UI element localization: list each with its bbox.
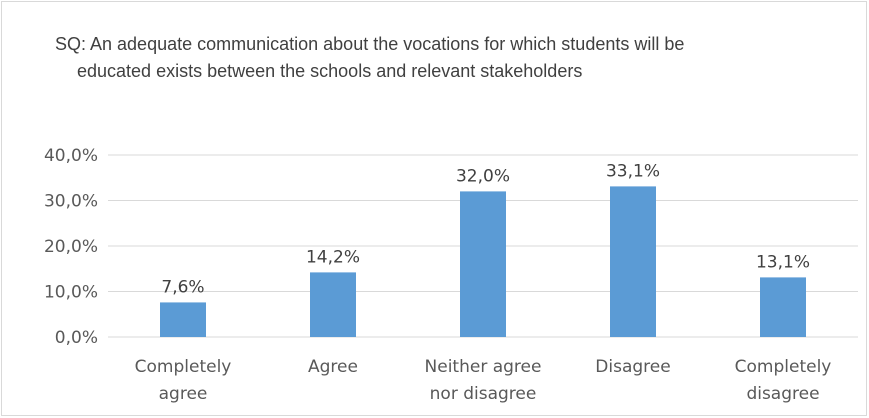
- data-label: 32,0%: [456, 166, 510, 186]
- x-tick-label: disagree: [746, 384, 819, 404]
- bar: [460, 191, 506, 337]
- data-label: 13,1%: [756, 252, 810, 272]
- x-tick-label: nor disagree: [430, 384, 537, 404]
- chart-title: SQ: An adequate communication about the …: [55, 34, 685, 81]
- data-label: 14,2%: [306, 247, 360, 267]
- x-tick-label: Neither agree: [425, 357, 542, 377]
- y-tick-label: 30,0%: [44, 192, 98, 212]
- y-tick-label: 10,0%: [44, 283, 98, 303]
- data-label: 7,6%: [161, 277, 204, 297]
- x-tick-label: Completely: [135, 357, 232, 377]
- bar: [310, 272, 356, 337]
- data-label: 33,1%: [606, 161, 660, 181]
- y-tick-label: 20,0%: [44, 237, 98, 257]
- x-tick-label: Agree: [308, 357, 358, 377]
- x-tick-label: Completely: [735, 357, 832, 377]
- y-tick-label: 0,0%: [55, 328, 98, 348]
- bar: [760, 277, 806, 337]
- x-tick-label: agree: [159, 384, 208, 404]
- bar: [160, 302, 206, 337]
- x-tick-label: Disagree: [595, 357, 670, 377]
- bar: [610, 186, 656, 337]
- y-tick-label: 40,0%: [44, 146, 98, 166]
